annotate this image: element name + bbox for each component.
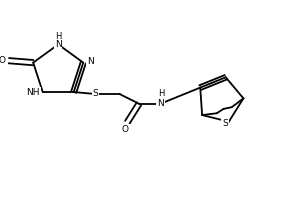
Text: N: N: [157, 99, 164, 108]
Text: NH: NH: [26, 88, 40, 97]
Text: N: N: [55, 40, 62, 49]
Text: H: H: [55, 32, 62, 41]
Text: S: S: [92, 89, 98, 98]
Text: O: O: [122, 125, 129, 134]
Text: N: N: [87, 57, 94, 66]
Text: S: S: [222, 119, 228, 128]
Text: H: H: [158, 89, 165, 98]
Text: O: O: [0, 56, 6, 65]
